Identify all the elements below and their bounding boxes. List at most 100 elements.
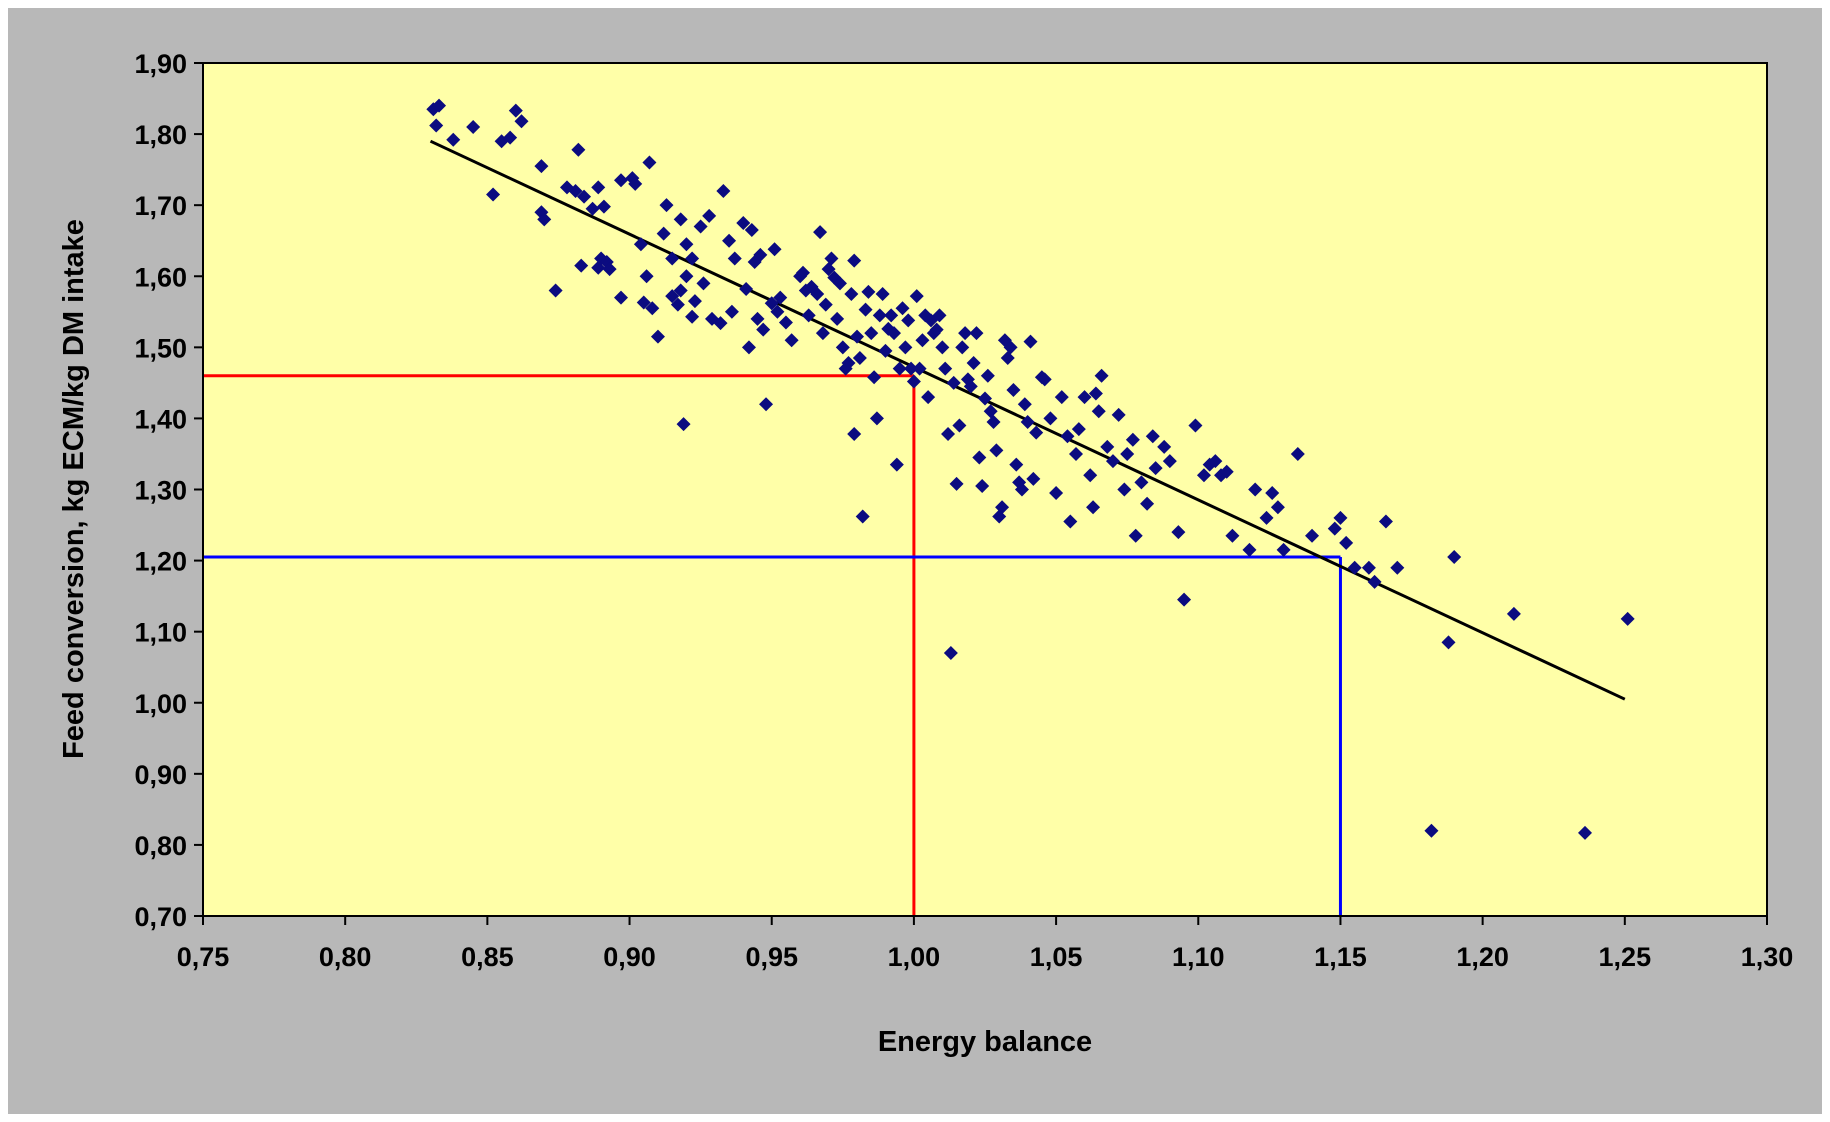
data-point bbox=[1367, 574, 1382, 589]
x-tick-label: 1,20 bbox=[1456, 942, 1509, 972]
data-point bbox=[1578, 825, 1593, 840]
y-tick-label: 1,70 bbox=[134, 191, 187, 221]
x-tick-label: 0,80 bbox=[319, 942, 372, 972]
data-point bbox=[716, 183, 731, 198]
data-point bbox=[895, 301, 910, 316]
data-point bbox=[767, 242, 782, 257]
x-tick-label: 0,90 bbox=[603, 942, 656, 972]
data-point bbox=[986, 414, 1001, 429]
x-tick-label: 0,95 bbox=[745, 942, 798, 972]
data-point bbox=[909, 289, 924, 304]
data-point bbox=[614, 173, 629, 188]
y-tick-label: 0,80 bbox=[134, 831, 187, 861]
data-point bbox=[432, 98, 447, 113]
data-point bbox=[949, 476, 964, 491]
data-point bbox=[869, 411, 884, 426]
data-point bbox=[1029, 425, 1044, 440]
data-point bbox=[938, 361, 953, 376]
data-point bbox=[679, 269, 694, 284]
data-point bbox=[1441, 635, 1456, 650]
data-point bbox=[591, 180, 606, 195]
data-point bbox=[1265, 486, 1280, 501]
data-point bbox=[1171, 525, 1186, 540]
data-point bbox=[659, 198, 674, 213]
data-point bbox=[1361, 560, 1376, 575]
data-point bbox=[1063, 514, 1078, 529]
data-point bbox=[935, 340, 950, 355]
data-point bbox=[685, 309, 700, 324]
data-point bbox=[750, 311, 765, 326]
data-point bbox=[756, 322, 771, 337]
data-points bbox=[426, 98, 1635, 840]
data-point bbox=[1447, 550, 1462, 565]
data-point bbox=[571, 142, 586, 157]
data-point bbox=[858, 302, 873, 317]
data-point bbox=[932, 308, 947, 323]
data-point bbox=[687, 294, 702, 309]
data-point bbox=[995, 500, 1010, 515]
y-tick-label: 0,70 bbox=[134, 902, 187, 932]
data-point bbox=[727, 251, 742, 266]
data-point bbox=[1276, 542, 1291, 557]
data-point bbox=[759, 397, 774, 412]
data-point bbox=[901, 313, 916, 328]
data-point bbox=[673, 283, 688, 298]
data-point bbox=[1196, 468, 1211, 483]
data-point bbox=[596, 199, 611, 214]
data-point bbox=[1086, 500, 1101, 515]
data-point bbox=[633, 237, 648, 252]
data-point bbox=[1390, 560, 1405, 575]
data-point bbox=[537, 212, 552, 227]
data-point bbox=[1333, 510, 1348, 525]
data-point bbox=[1071, 422, 1086, 437]
x-axis-title: Energy balance bbox=[878, 1026, 1092, 1058]
data-point bbox=[1037, 372, 1052, 387]
x-tick-label: 1,25 bbox=[1599, 942, 1652, 972]
x-tick-label: 1,05 bbox=[1030, 942, 1083, 972]
data-point bbox=[1620, 611, 1635, 626]
data-point bbox=[1003, 340, 1018, 355]
y-tick-label: 1,50 bbox=[134, 333, 187, 363]
data-point bbox=[639, 269, 654, 284]
data-point bbox=[645, 301, 660, 316]
data-point bbox=[1290, 446, 1305, 461]
data-point bbox=[1506, 606, 1521, 621]
data-point bbox=[753, 247, 768, 262]
data-point bbox=[670, 297, 685, 312]
data-point bbox=[1125, 432, 1140, 447]
data-point bbox=[1100, 439, 1115, 454]
y-tick-label: 1,40 bbox=[134, 404, 187, 434]
data-point bbox=[1068, 446, 1083, 461]
data-point bbox=[841, 355, 856, 370]
data-point bbox=[1049, 486, 1064, 501]
data-point bbox=[744, 223, 759, 238]
data-point bbox=[574, 258, 589, 273]
data-point bbox=[1225, 528, 1240, 543]
data-point bbox=[1177, 592, 1192, 607]
x-tick-label: 1,15 bbox=[1314, 942, 1367, 972]
scatter-chart: 0,75 0,80 0,85 0,90 0,95 1,00 1,05 1,10 1,15 1,20… bbox=[58, 49, 1793, 1058]
data-point bbox=[722, 233, 737, 248]
data-point bbox=[1006, 382, 1021, 397]
data-point bbox=[784, 333, 799, 348]
data-point bbox=[1305, 528, 1320, 543]
data-point bbox=[568, 183, 583, 198]
y-tick-label: 1,80 bbox=[134, 120, 187, 150]
data-point bbox=[912, 361, 927, 376]
data-point bbox=[980, 368, 995, 383]
data-point bbox=[1054, 390, 1069, 405]
data-point bbox=[832, 276, 847, 291]
data-point bbox=[1378, 514, 1393, 529]
data-point bbox=[736, 215, 751, 230]
data-point bbox=[810, 287, 825, 302]
data-point bbox=[847, 427, 862, 442]
data-point bbox=[696, 276, 711, 291]
data-point bbox=[577, 189, 592, 204]
data-point bbox=[815, 326, 830, 341]
data-point bbox=[835, 340, 850, 355]
data-point bbox=[850, 329, 865, 344]
chart-frame: 0,75 0,80 0,85 0,90 0,95 1,00 1,05 1,10 1,15 1,20… bbox=[8, 8, 1822, 1114]
data-point bbox=[1339, 535, 1354, 550]
data-point bbox=[446, 132, 461, 147]
data-point bbox=[486, 187, 501, 202]
